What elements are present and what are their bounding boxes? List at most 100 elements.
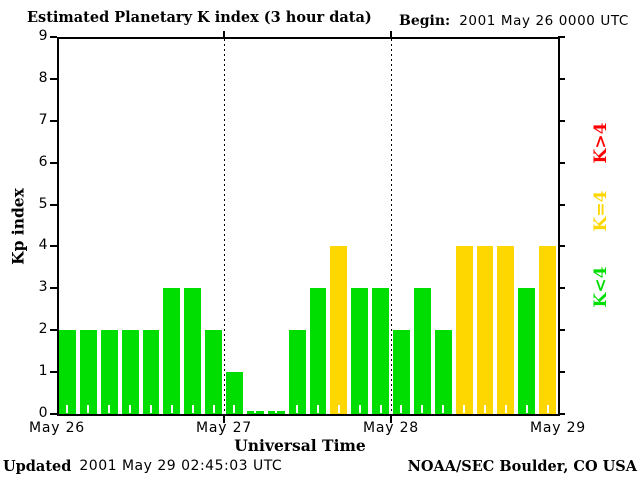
y-tick-left bbox=[50, 371, 57, 374]
y-tick-label: 5 bbox=[38, 195, 48, 212]
bar-base-tick bbox=[525, 405, 528, 413]
kp-bar bbox=[476, 246, 494, 414]
bar-base-tick bbox=[442, 405, 445, 413]
y-tick-right bbox=[558, 36, 565, 38]
x-tick-label: May 29 bbox=[529, 420, 586, 436]
bar-base-tick bbox=[233, 405, 236, 413]
bar-base-tick bbox=[66, 405, 69, 413]
kp-bar bbox=[434, 330, 452, 414]
bar-base-tick bbox=[483, 405, 486, 413]
bar-base-tick bbox=[400, 405, 403, 413]
kp-bar bbox=[455, 246, 473, 414]
legend-item-high: K>4 bbox=[591, 122, 611, 164]
y-tick-left bbox=[50, 329, 57, 332]
plot-frame bbox=[57, 37, 560, 416]
kp-bar bbox=[288, 330, 306, 414]
kp-bar bbox=[372, 288, 389, 414]
y-tick-left bbox=[50, 119, 57, 122]
y-tick-left bbox=[50, 161, 57, 164]
kp-bar bbox=[309, 288, 327, 414]
bar-base-tick bbox=[275, 405, 278, 413]
y-tick-label: 3 bbox=[38, 279, 48, 296]
y-tick-right bbox=[558, 371, 565, 374]
y-tick-right bbox=[558, 77, 565, 80]
bar-base-tick bbox=[191, 405, 194, 413]
y-tick-right bbox=[558, 161, 565, 164]
y-tick-right bbox=[558, 119, 565, 122]
y-tick-left bbox=[50, 77, 57, 80]
y-tick-label: 9 bbox=[38, 28, 48, 44]
day-separator bbox=[390, 39, 392, 414]
bar-base-tick bbox=[212, 405, 215, 413]
y-tick-right bbox=[558, 329, 565, 332]
y-tick-label: 2 bbox=[38, 321, 48, 338]
bar-base-tick bbox=[129, 405, 132, 413]
y-tick-label: 0 bbox=[38, 405, 48, 421]
x-tick-top bbox=[223, 31, 225, 37]
begin-label: Begin: bbox=[399, 13, 451, 29]
bar-base-tick bbox=[316, 405, 319, 413]
bar-base-tick bbox=[358, 405, 361, 413]
bar-base-tick bbox=[170, 405, 173, 413]
kp-bar bbox=[351, 288, 369, 414]
y-tick-label: 4 bbox=[38, 237, 48, 254]
bar-base-tick bbox=[337, 405, 340, 413]
kp-bar bbox=[518, 288, 536, 414]
x-tick-top bbox=[390, 31, 392, 37]
chart-title: Estimated Planetary K index (3 hour data… bbox=[27, 9, 372, 26]
kp-bar bbox=[539, 246, 556, 414]
kp-bar bbox=[497, 246, 515, 414]
credit-text: NOAA/SEC Boulder, CO USA bbox=[407, 458, 637, 475]
y-tick-label: 1 bbox=[38, 363, 48, 380]
y-tick-left bbox=[50, 287, 57, 290]
kp-bar bbox=[59, 330, 76, 414]
y-tick-label: 6 bbox=[38, 153, 48, 170]
kp-bar bbox=[330, 246, 348, 414]
x-tick-label: May 26 bbox=[28, 420, 85, 436]
y-tick-left bbox=[50, 245, 57, 248]
y-tick-label: 7 bbox=[38, 111, 48, 128]
updated-value: 2001 May 29 02:45:03 UTC bbox=[79, 458, 283, 474]
kp-bar bbox=[226, 372, 243, 414]
x-axis-label: Universal Time bbox=[234, 436, 366, 455]
kp-bar bbox=[184, 288, 202, 414]
y-tick-left bbox=[50, 413, 57, 415]
bar-base-tick bbox=[421, 405, 424, 413]
y-tick-left bbox=[50, 36, 57, 38]
bar-base-tick bbox=[379, 405, 382, 413]
kp-bar bbox=[100, 330, 118, 414]
bar-base-tick bbox=[87, 405, 90, 413]
kp-bar bbox=[413, 288, 431, 414]
x-tick-label: May 27 bbox=[195, 420, 252, 436]
y-tick-left bbox=[50, 203, 57, 206]
x-tick-label: May 28 bbox=[362, 420, 419, 436]
begin-time-group: Begin: 2001 May 26 0000 UTC bbox=[399, 13, 629, 29]
day-separator bbox=[223, 39, 225, 414]
bar-base-tick bbox=[296, 405, 299, 413]
bar-base-tick bbox=[108, 405, 111, 413]
y-tick-right bbox=[558, 203, 565, 206]
bar-base-tick bbox=[463, 405, 466, 413]
legend-item-low: K<4 bbox=[591, 266, 611, 308]
updated-timestamp: Updated 2001 May 29 02:45:03 UTC bbox=[3, 458, 282, 475]
kp-bar bbox=[205, 330, 222, 414]
y-axis-label: Kp index bbox=[8, 188, 28, 265]
kp-bar bbox=[163, 288, 181, 414]
kp-bar bbox=[121, 330, 139, 414]
kp-bar bbox=[142, 330, 160, 414]
bar-base-tick bbox=[254, 405, 257, 413]
legend-item-mid: K=4 bbox=[591, 190, 611, 232]
x-tick-bottom bbox=[223, 416, 225, 423]
bar-base-tick bbox=[149, 405, 152, 413]
bar-base-tick bbox=[504, 405, 507, 413]
updated-label: Updated bbox=[3, 458, 72, 475]
begin-value: 2001 May 26 0000 UTC bbox=[459, 13, 629, 29]
x-tick-bottom bbox=[390, 416, 392, 423]
y-tick-right bbox=[558, 413, 565, 415]
y-tick-right bbox=[558, 245, 565, 248]
kp-bar bbox=[393, 330, 410, 414]
y-tick-label: 8 bbox=[38, 69, 48, 86]
kp-bar bbox=[79, 330, 97, 414]
y-tick-right bbox=[558, 287, 565, 290]
